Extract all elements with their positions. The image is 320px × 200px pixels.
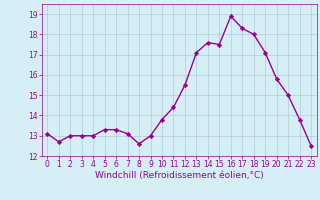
X-axis label: Windchill (Refroidissement éolien,°C): Windchill (Refroidissement éolien,°C) (95, 171, 264, 180)
